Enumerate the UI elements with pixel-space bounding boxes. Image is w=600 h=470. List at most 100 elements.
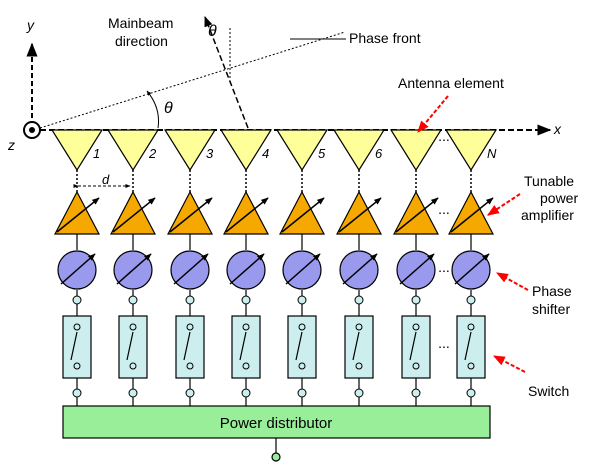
switch-contact [186, 323, 194, 331]
antenna-element [50, 129, 104, 172]
element-chain: 1 [50, 129, 104, 406]
antenna-element-label: Antenna element [398, 75, 504, 91]
connector-node [466, 388, 476, 398]
amplifier-label-line2: power [540, 190, 578, 206]
switch-contact [186, 362, 194, 370]
element-number: 6 [375, 146, 383, 161]
antenna-element [332, 129, 386, 172]
amplifier-tune-arrow [169, 197, 213, 233]
mainbeam-label-line2: direction [115, 33, 168, 49]
switch-contact [467, 362, 475, 370]
y-axis-label: y [26, 17, 35, 33]
connector-node [72, 388, 82, 398]
element-chain: 6 [332, 129, 386, 406]
element-number: 4 [262, 146, 269, 161]
switch-contact [467, 323, 475, 331]
phase-shifter-callout-arrow [495, 272, 529, 291]
callout-arrows [417, 95, 529, 373]
antenna-element [106, 129, 160, 172]
element-number: 2 [148, 146, 157, 161]
element-number: N [487, 146, 497, 161]
element-number: 5 [318, 146, 326, 161]
connector-node [466, 295, 476, 305]
connector-node [185, 388, 195, 398]
switch-contact [129, 362, 137, 370]
connector-node [411, 295, 421, 305]
switch-contact [129, 323, 137, 331]
antenna-element [219, 129, 273, 172]
power-distributor-label: Power distributor [220, 415, 333, 432]
switch-blade [464, 331, 472, 361]
switch-contact [298, 362, 306, 370]
amplifier-tune-arrow [395, 197, 439, 233]
switch-callout-arrow [492, 355, 526, 373]
amplifier-callout-arrow [486, 193, 521, 216]
amplifier-tune-arrow [281, 197, 325, 233]
connector-node [72, 295, 82, 305]
connector-node [411, 388, 421, 398]
phase-tune-arrow [342, 253, 378, 285]
mainbeam-label-line1: Mainbeam [108, 15, 173, 31]
switch-blade [126, 331, 134, 361]
connector-node [128, 388, 138, 398]
element-chain: 2 [106, 129, 160, 406]
element-chain: 5 [275, 129, 329, 406]
element-chain: 4 [219, 129, 273, 406]
switch-contact [242, 323, 250, 331]
amplifier-tune-arrow [338, 197, 382, 233]
connector-node [297, 388, 307, 398]
connector-node [241, 295, 251, 305]
amplifier-tune-arrow [225, 197, 269, 233]
phase-tune-arrow [116, 253, 152, 285]
ellipsis: ... [438, 259, 450, 275]
phase-shifter-label-line2: shifter [532, 301, 570, 317]
antenna-element [389, 129, 443, 172]
switch-blade [352, 331, 360, 361]
phase-tune-arrow [454, 253, 490, 285]
phase-tune-arrow [229, 253, 265, 285]
phase-tune-arrow [173, 253, 209, 285]
phase-front-line [39, 31, 346, 129]
ellipsis: ... [438, 335, 450, 351]
phase-tune-arrow [285, 253, 321, 285]
theta-arc [146, 90, 159, 129]
connector-node [297, 295, 307, 305]
switch-contact [355, 323, 363, 331]
switch-blade [70, 331, 78, 361]
phase-tune-arrow [399, 253, 435, 285]
connector-node [354, 388, 364, 398]
x-axis-label: x [553, 121, 562, 137]
z-axis-label: z [7, 137, 15, 153]
phase-front-label: Phase front [349, 30, 421, 46]
element-chains: 1 2 3 4 5 6 N [50, 129, 498, 406]
amplifier-label-line1: Tunable [524, 173, 574, 189]
amplifier-tune-arrow [112, 197, 156, 233]
switch-contact [73, 362, 81, 370]
switch-contact [298, 323, 306, 331]
theta-label-top: θ [208, 23, 217, 40]
connector-node [128, 295, 138, 305]
switch-blade [183, 331, 191, 361]
switch-label: Switch [528, 383, 569, 399]
switch-contact [73, 323, 81, 331]
power-distributor [62, 405, 491, 439]
switch-blade [409, 331, 417, 361]
switch-contact [412, 323, 420, 331]
spacing-label: d [102, 172, 110, 187]
switch-contact [355, 362, 363, 370]
element-chain: N [444, 129, 498, 406]
connector-node [354, 295, 364, 305]
switch-blade [295, 331, 303, 361]
switch-blade [239, 331, 247, 361]
antenna-element [163, 129, 217, 172]
amplifier-tune-arrow [56, 197, 100, 233]
amplifier-tune-arrow [450, 197, 494, 233]
amplifier-label-line3: amplifier [521, 207, 574, 223]
connector-node [241, 388, 251, 398]
ellipsis-group: ............ [438, 128, 450, 351]
antenna-element [275, 129, 329, 172]
element-chain: 3 [163, 129, 217, 406]
ellipsis: ... [438, 128, 450, 144]
theta-label-bottom: θ [164, 100, 173, 117]
